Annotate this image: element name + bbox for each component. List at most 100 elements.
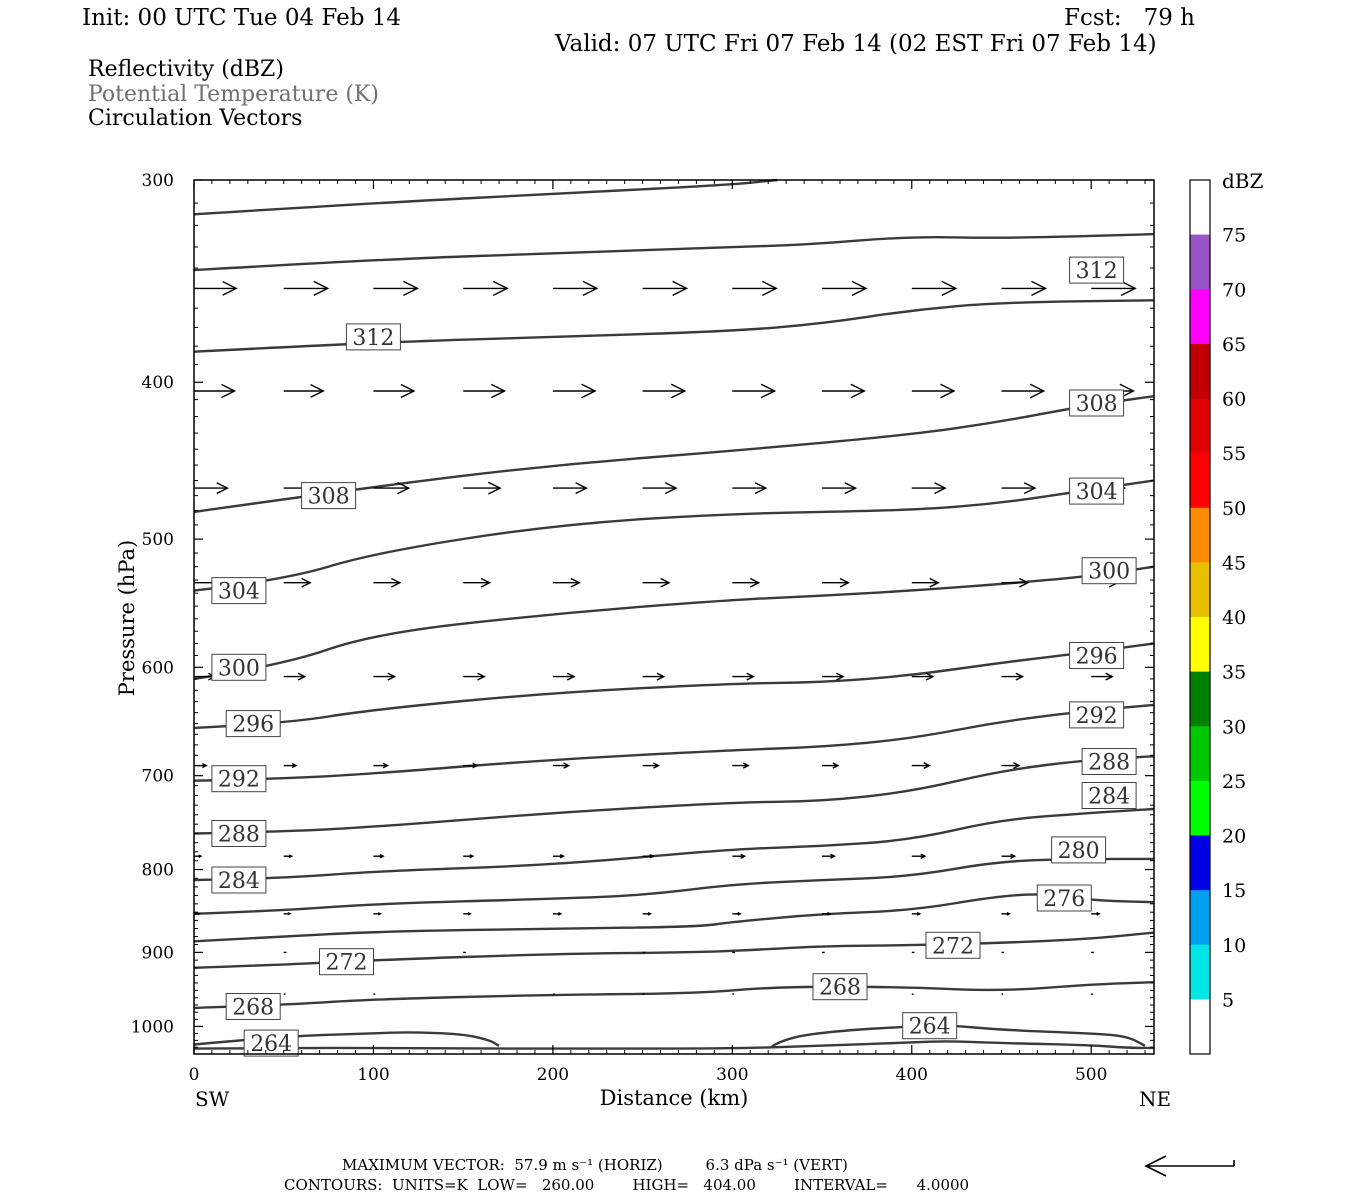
- wind-vector: [463, 577, 492, 588]
- endpoint-right: NE: [1139, 1087, 1171, 1111]
- colorbar-segment: [1190, 234, 1210, 290]
- theta-contour-292: [193, 703, 1155, 782]
- colorbar-level: 40: [1222, 607, 1246, 629]
- wind-vector: [1001, 383, 1046, 399]
- contour-label-text: 304: [1076, 480, 1118, 505]
- wind-vector: [822, 672, 845, 681]
- contour-label: 304: [1069, 477, 1125, 505]
- contour-label: 284: [1081, 782, 1137, 810]
- wind-vector: [911, 482, 947, 495]
- wind-vector: [1001, 482, 1037, 495]
- wind-vector: [283, 854, 294, 859]
- wind-vector: [373, 672, 397, 681]
- colorbar-segment: [1190, 562, 1210, 618]
- x-tick-label: 200: [537, 1065, 569, 1085]
- forecast-hour: Fcst: 79 h: [1064, 5, 1195, 31]
- colorbar-level: 10: [1222, 935, 1246, 957]
- contour-label: 296: [225, 710, 281, 738]
- wind-vector: [911, 383, 956, 399]
- theta-contour-262: [193, 1040, 1154, 1050]
- colorbar-frame: [1189, 179, 1211, 1055]
- wind-vector: [642, 911, 653, 916]
- y-tick-label: 800: [142, 861, 174, 881]
- wind-vector: [373, 481, 411, 495]
- wind-vector: [1001, 577, 1030, 588]
- contour-label: 264: [243, 1029, 299, 1057]
- contour-label: 288: [1081, 748, 1137, 776]
- wind-vector: [1091, 280, 1137, 297]
- x-axis-label: Distance (km): [600, 1086, 749, 1110]
- x-tick-label: 400: [896, 1065, 928, 1085]
- field-reflectivity: Reflectivity (dBZ): [88, 57, 284, 82]
- contour-label-text: 276: [1043, 887, 1085, 912]
- contour-label-text: 308: [1076, 392, 1118, 417]
- contour-label: 308: [301, 482, 357, 510]
- contour-label: 280: [1051, 836, 1107, 864]
- wind-vector: [732, 482, 768, 495]
- axes: 0 100 200 300 400 500 300 400 500 600 700 800 900 100…: [131, 171, 1154, 1085]
- wind-vector: [194, 383, 237, 399]
- circulation-vectors: [194, 280, 1137, 995]
- wind-vector: [463, 762, 479, 769]
- contour-label: 308: [1069, 389, 1125, 417]
- colorbar-level: 35: [1222, 662, 1246, 684]
- wind-vector: [552, 383, 597, 399]
- contour-label: 268: [812, 973, 868, 1001]
- colorbar-level: 65: [1222, 334, 1246, 356]
- max-vector-note: MAXIMUM VECTOR: 57.9 m s⁻¹ (HORIZ) 6.3 d…: [342, 1156, 848, 1174]
- wind-vector: [552, 280, 599, 297]
- x-tick-label: 0: [189, 1065, 200, 1085]
- contour-label: 312: [1069, 256, 1125, 284]
- colorbar-level: 45: [1222, 552, 1246, 574]
- contour-label-text: 272: [326, 951, 368, 976]
- contour-label-text: 296: [232, 713, 274, 738]
- colorbar-level: 25: [1222, 771, 1246, 793]
- contour-label-text: 284: [1088, 785, 1130, 810]
- valid-time: Valid: 07 UTC Fri 07 Feb 14 (02 EST Fri …: [555, 31, 1157, 57]
- x-tick-label: 300: [716, 1065, 748, 1085]
- dbz-colorbar: 75 70 65 60 55 50 45 40 35 30 25 20 15 10 5: [1189, 179, 1246, 1055]
- colorbar-segment: [1190, 180, 1210, 235]
- wind-vector: [283, 577, 312, 588]
- theta-contour-288: [193, 755, 1155, 835]
- theta-contour-276: [193, 893, 1155, 943]
- y-tick-label: 400: [142, 373, 174, 393]
- wind-vector: [1001, 762, 1021, 770]
- wind-vector: [822, 911, 832, 916]
- contour-label-text: 268: [232, 996, 274, 1021]
- wind-vector: [194, 482, 229, 495]
- contour-label-text: 272: [932, 934, 974, 959]
- contour-label-text: 304: [218, 580, 260, 605]
- contour-label: 272: [925, 931, 981, 959]
- theta-contour-280: [193, 857, 1154, 915]
- colorbar-segment: [1190, 890, 1210, 946]
- wind-vector: [642, 482, 678, 495]
- colorbar-segment: [1190, 835, 1210, 891]
- contour-label: 268: [225, 993, 281, 1021]
- wind-vector: [552, 577, 581, 588]
- colorbar-segment: [1190, 343, 1210, 400]
- y-axis-label: Pressure (hPa): [115, 540, 139, 696]
- contour-label: 296: [1069, 642, 1125, 670]
- wind-vector: [373, 912, 383, 916]
- contour-label-text: 288: [1088, 751, 1130, 776]
- colorbar-unit: dBZ: [1222, 169, 1264, 193]
- wind-vector: [194, 280, 238, 296]
- wind-vector: [373, 577, 402, 588]
- wind-vector: [732, 762, 750, 769]
- contour-label: 284: [211, 866, 267, 894]
- wind-vector: [463, 280, 509, 297]
- wind-vector: [732, 577, 761, 588]
- contour-label-text: 264: [250, 1032, 292, 1057]
- wind-vector: [463, 481, 502, 495]
- colorbar-segment: [1190, 999, 1210, 1055]
- wind-vector: [373, 762, 390, 769]
- wind-vector: [822, 762, 840, 769]
- colorbar-segment: [1190, 780, 1210, 837]
- contour-label: 276: [1036, 884, 1092, 912]
- wind-vector: [552, 853, 565, 859]
- wind-vector: [552, 762, 571, 769]
- colorbar-level: 5: [1222, 989, 1234, 1011]
- wind-vector: [911, 762, 931, 770]
